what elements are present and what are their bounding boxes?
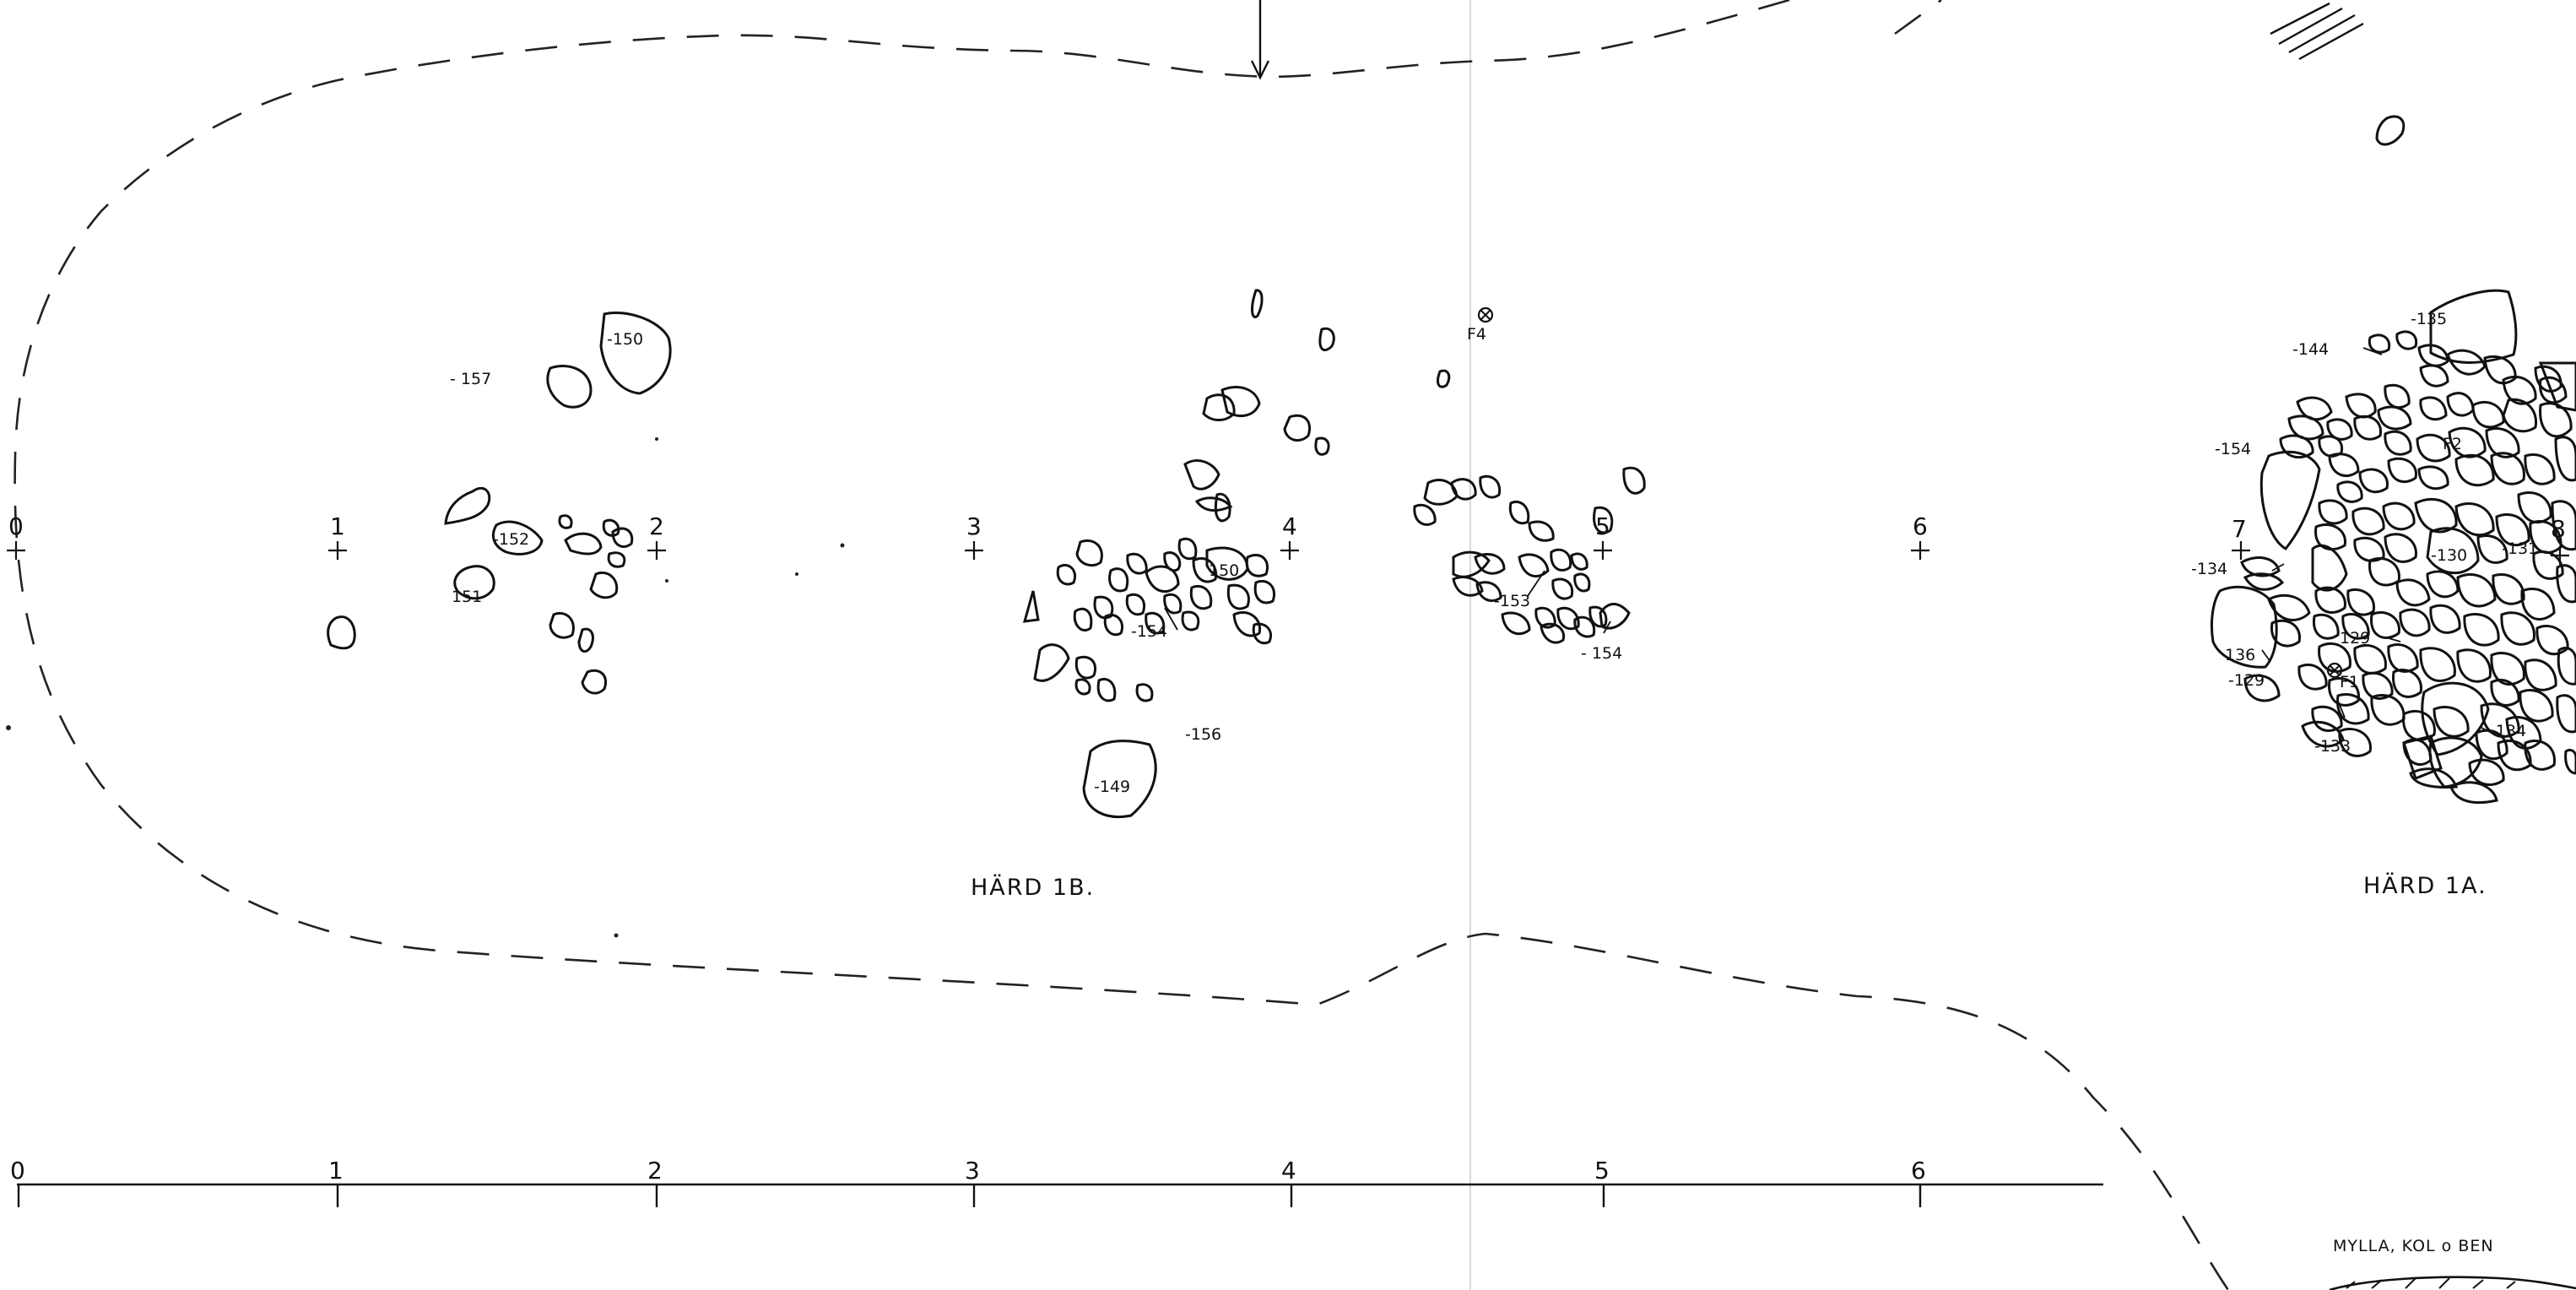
grid-label-4: 4 <box>1282 512 1297 540</box>
scale-label-6: 6 <box>1911 1157 1926 1184</box>
find-f1-marker <box>2326 662 2343 679</box>
grid-label-5: 5 <box>1595 512 1610 540</box>
grid-label-7: 7 <box>2232 515 2247 543</box>
level-label: -149 <box>1094 778 1130 796</box>
grid-label-0: 0 <box>8 512 24 540</box>
leader-lines <box>1164 347 2492 734</box>
level-label: -152 <box>493 530 529 549</box>
grid-label-2: 2 <box>649 512 664 540</box>
legend-label: MYLLA, KOL o BEN <box>2333 1237 2494 1255</box>
level-label: -144 <box>2292 340 2329 359</box>
scale-label-2: 2 <box>647 1157 663 1184</box>
level-label: -134 <box>2490 722 2526 740</box>
stones-central-cluster <box>1022 289 1451 818</box>
grid-label-3: 3 <box>966 512 982 540</box>
grid-label-6: 6 <box>1913 512 1928 540</box>
level-label: 151 <box>452 588 482 606</box>
find-label-f1: F1 <box>2340 673 2359 691</box>
level-label: -135 <box>2411 310 2447 328</box>
scale-label-1: 1 <box>328 1157 344 1184</box>
scale-label-0: 0 <box>10 1157 25 1184</box>
level-label: -130 <box>2431 546 2467 565</box>
find-markers <box>1477 306 2343 679</box>
find-label-f4: F4 <box>1467 325 1486 344</box>
level-label: -131 <box>2502 539 2538 558</box>
hearth-label-1a: HÄRD 1A. <box>2363 872 2487 899</box>
level-label: 129 <box>2340 629 2370 648</box>
level-label: - 154 <box>1581 644 1622 663</box>
stones-hearth-1a <box>2210 115 2576 805</box>
level-label: -150 <box>607 330 643 349</box>
excavation-boundary-fragment <box>1894 0 1942 35</box>
arrow-down-icon <box>1250 0 1270 80</box>
stones-east-cluster <box>1413 466 1646 644</box>
level-label: -154 <box>2215 440 2251 458</box>
level-label: 136 <box>2225 646 2255 664</box>
level-label: 150 <box>1209 561 1239 580</box>
level-label: - 157 <box>450 370 491 388</box>
grid-label-1: 1 <box>330 512 345 540</box>
level-label: -153 <box>1494 592 1530 610</box>
level-label: -129 <box>2228 671 2265 690</box>
legend-symbol <box>2329 1276 2576 1290</box>
scale-label-4: 4 <box>1281 1157 1296 1184</box>
grid-crosses <box>7 541 2569 565</box>
hatch-mark <box>2270 2 2364 61</box>
level-label: -154 <box>1131 622 1167 641</box>
stones-west-cluster <box>327 311 672 695</box>
level-label: -156 <box>1185 725 1221 744</box>
scale-bar <box>17 1183 2103 1207</box>
find-f4-marker <box>1477 306 1494 323</box>
level-label: -134 <box>2191 560 2227 578</box>
specks <box>6 437 845 938</box>
scale-label-5: 5 <box>1594 1157 1610 1184</box>
excavation-boundary <box>14 0 2230 1290</box>
hearth-label-1b: HÄRD 1B. <box>971 874 1095 901</box>
level-label: -133 <box>2314 737 2351 756</box>
scale-label-3: 3 <box>965 1157 980 1184</box>
find-label-f2: F2 <box>2443 435 2462 453</box>
